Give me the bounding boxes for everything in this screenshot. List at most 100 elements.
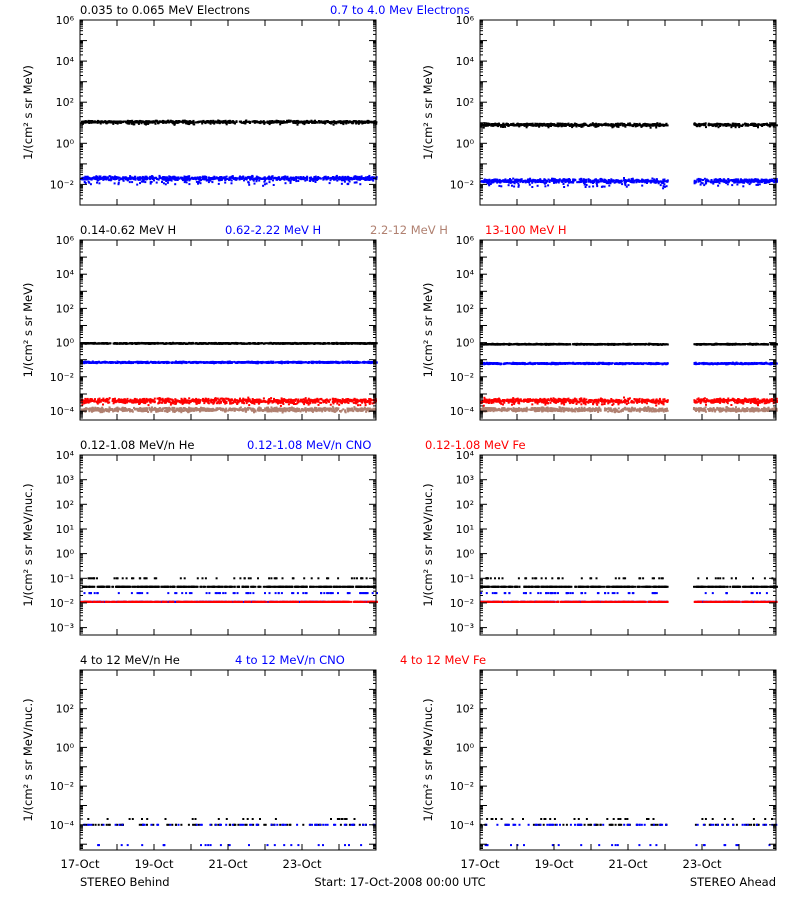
data-point: [207, 181, 210, 184]
data-point: [564, 122, 567, 125]
data-point: [364, 176, 367, 179]
data-point: [621, 183, 624, 186]
data-point: [591, 123, 594, 126]
plot-frame: [479, 19, 777, 206]
data-point: [654, 180, 657, 183]
data-point: [323, 176, 326, 179]
data-point: [747, 124, 750, 127]
data-point: [304, 179, 307, 182]
data-point: [306, 178, 308, 181]
data-point: [222, 177, 225, 180]
data-point: [591, 122, 594, 125]
data-point: [364, 179, 367, 181]
data-point: [218, 179, 221, 182]
data-point: [557, 181, 560, 184]
data-point: [551, 177, 553, 180]
data-point: [640, 180, 643, 183]
data-point: [567, 181, 570, 184]
data-point: [314, 119, 316, 122]
data-point: [641, 180, 644, 183]
data-point: [155, 176, 158, 179]
data-point: [142, 180, 145, 183]
data-point: [183, 119, 186, 122]
data-point: [86, 342, 89, 345]
data-point: [96, 342, 99, 345]
data-point: [734, 126, 737, 129]
data-point: [139, 176, 141, 179]
data-point: [723, 123, 726, 126]
data-point: [736, 123, 739, 126]
data-point: [710, 123, 713, 126]
data-point: [512, 177, 515, 180]
data-point: [227, 342, 230, 345]
data-point: [298, 342, 301, 345]
data-point: [720, 123, 723, 126]
data-point: [639, 124, 642, 126]
data-point: [740, 125, 743, 127]
data-point: [192, 121, 195, 124]
data-point: [309, 180, 312, 182]
data-point: [656, 123, 659, 126]
data-point: [118, 179, 121, 182]
data-point: [490, 180, 493, 183]
data-point: [703, 177, 706, 180]
data-point: [305, 342, 307, 345]
data-point: [299, 121, 302, 124]
data-point: [165, 180, 168, 182]
data-point: [102, 178, 105, 181]
data-point: [165, 121, 168, 124]
data-point: [184, 177, 187, 180]
data-point: [493, 180, 496, 183]
data-point: [599, 179, 602, 182]
data-point: [332, 176, 334, 178]
data-point: [99, 122, 102, 125]
data-point: [601, 180, 604, 183]
data-point: [84, 178, 87, 181]
data-point: [346, 342, 349, 345]
data-point: [121, 121, 124, 124]
data-point: [345, 177, 348, 180]
data-point: [161, 176, 164, 179]
data-point: [751, 180, 754, 183]
data-point: [275, 119, 278, 122]
data-point: [697, 123, 699, 126]
data-point: [657, 182, 660, 185]
data-point: [282, 342, 284, 345]
data-point: [243, 179, 245, 182]
data-point: [141, 120, 144, 123]
data-point: [609, 182, 612, 185]
data-point: [665, 185, 668, 188]
data-point: [654, 124, 656, 127]
data-point: [341, 175, 344, 178]
data-point: [537, 123, 540, 126]
data-point: [113, 182, 116, 185]
data-point: [693, 182, 696, 185]
data-point: [264, 179, 267, 182]
data-point: [327, 176, 330, 179]
data-point: [205, 179, 208, 182]
data-point: [372, 179, 375, 182]
data-point: [261, 121, 263, 124]
data-point: [624, 125, 627, 128]
data-point: [180, 177, 183, 180]
data-point: [297, 176, 300, 179]
data-point: [283, 178, 286, 181]
data-point: [267, 177, 270, 180]
data-point: [129, 342, 132, 345]
data-point: [705, 181, 708, 184]
data-point: [130, 122, 133, 125]
data-point: [664, 180, 667, 183]
data-point: [304, 121, 307, 124]
data-point: [229, 121, 232, 124]
y-tick-label: 10⁴: [456, 55, 475, 68]
data-point: [251, 178, 254, 181]
data-point: [118, 120, 121, 123]
data-point: [633, 122, 636, 125]
data-point: [340, 122, 342, 125]
data-point: [259, 342, 262, 345]
data-point: [149, 181, 152, 184]
data-point: [186, 177, 189, 179]
data-point: [167, 342, 170, 345]
data-point: [100, 177, 103, 180]
data-point: [611, 126, 614, 129]
